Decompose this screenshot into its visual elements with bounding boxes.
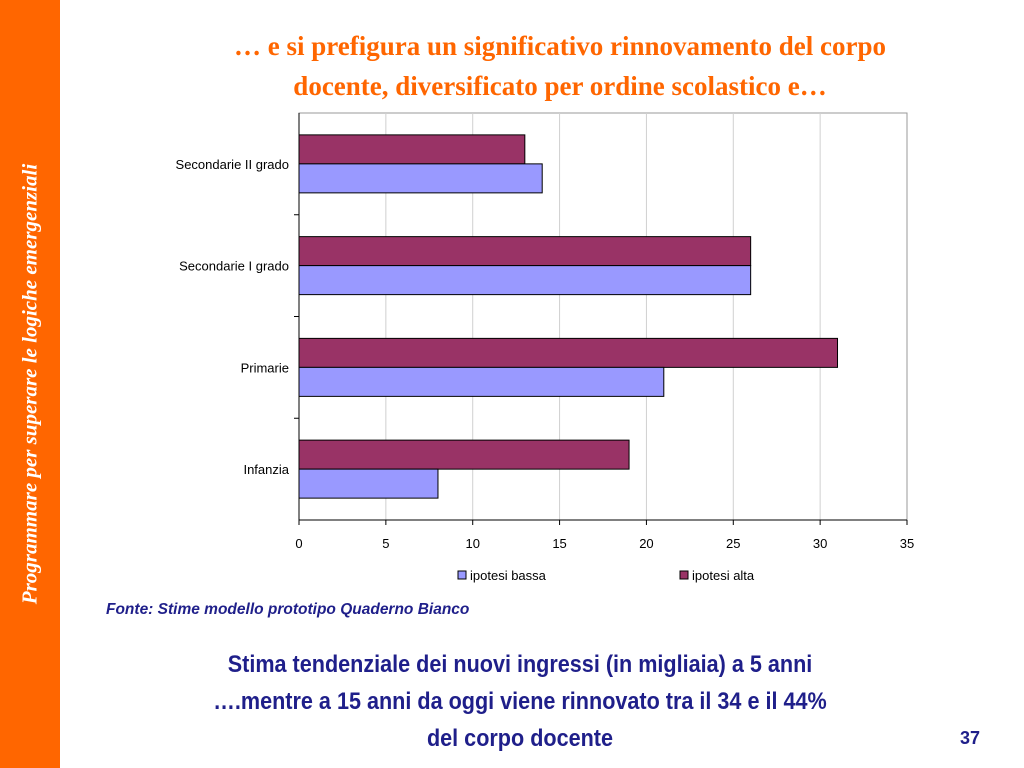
- sidebar: Programmare per superare le logiche emer…: [0, 0, 60, 768]
- slide-title-line1: … e si prefigura un significativo rinnov…: [234, 31, 886, 61]
- chart-bars: [298, 134, 839, 499]
- legend-label: ipotesi bassa: [470, 568, 547, 583]
- subtitle-line1: Stima tendenziale dei nuovi ingressi (in…: [227, 651, 813, 678]
- slide-title-line2: docente, diversificato per ordine scolas…: [293, 71, 827, 101]
- bar-ipotesi-alta: [298, 337, 839, 368]
- bar-ipotesi-alta: [298, 236, 752, 267]
- bar-ipotesi-bassa: [298, 366, 665, 397]
- legend-swatch: [457, 570, 467, 580]
- x-tick-label: 5: [382, 536, 389, 551]
- x-tick-label: 0: [295, 536, 302, 551]
- x-tick-label: 15: [552, 536, 566, 551]
- bar-ipotesi-bassa: [298, 265, 752, 296]
- bar-ipotesi-alta: [298, 134, 526, 165]
- bar-chart: 0 5 10 15 20 25 30 35 Secondarie II grado Seconda…: [176, 112, 915, 583]
- category-label: Primarie: [241, 360, 289, 375]
- subtitle: Stima tendenziale dei nuovi ingressi (in…: [142, 646, 898, 757]
- x-tick-label: 35: [900, 536, 914, 551]
- x-tick-label: 10: [465, 536, 479, 551]
- bar-ipotesi-bassa: [298, 468, 439, 499]
- x-tick-label: 20: [639, 536, 653, 551]
- legend-swatch: [679, 570, 689, 580]
- chart-labels: 0 5 10 15 20 25 30 35 Secondarie II grado Seconda…: [176, 157, 915, 551]
- chart-legend: ipotesi bassa ipotesi alta: [457, 568, 755, 583]
- chart-axes: [294, 113, 908, 525]
- slide-title: … e si prefigura un significativo rinnov…: [130, 26, 990, 106]
- category-label: Secondarie I grado: [179, 259, 289, 274]
- page-number: 37: [960, 728, 981, 748]
- legend-label: ipotesi alta: [692, 568, 755, 583]
- source-note: Fonte: Stime modello prototipo Quaderno …: [106, 601, 470, 618]
- subtitle-line3: del corpo docente: [426, 725, 614, 752]
- category-label: Secondarie II grado: [176, 157, 289, 172]
- x-tick-label: 30: [813, 536, 827, 551]
- bar-ipotesi-bassa: [298, 163, 543, 194]
- x-tick-label: 25: [726, 536, 740, 551]
- bar-ipotesi-alta: [298, 439, 630, 470]
- subtitle-line2: ….mentre a 15 anni da oggi viene rinnova…: [213, 688, 827, 715]
- category-label: Infanzia: [243, 462, 289, 477]
